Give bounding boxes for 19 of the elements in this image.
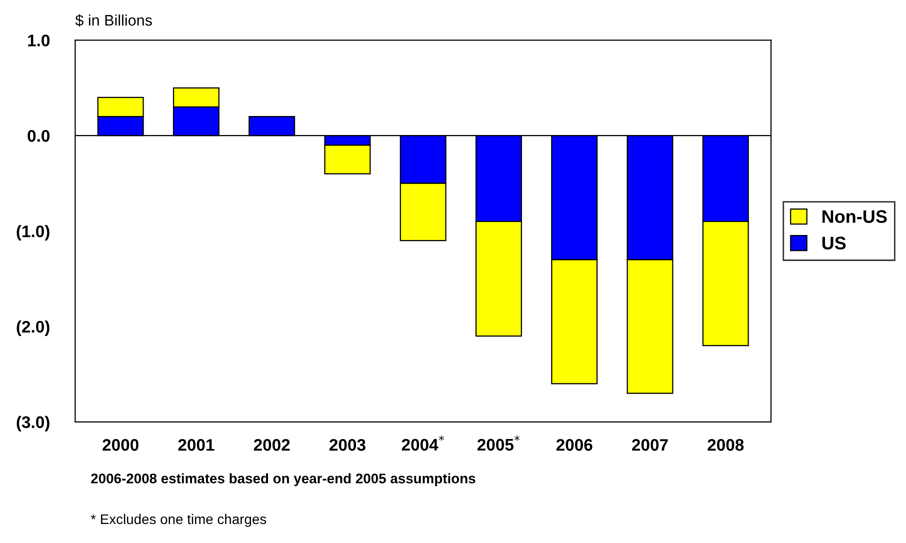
legend-label: Non-US: [822, 210, 887, 223]
y-tick-label: (1.0): [16, 225, 50, 241]
x-tick-label: 2005$^{*}$: [477, 435, 520, 451]
y-tick-label: (3.0): [16, 416, 50, 432]
text: 2006-2008 estimates based on year-end 2005 assumptions: [91, 473, 476, 486]
x-tick-label: 2003: [330, 439, 366, 451]
legend-label: US: [822, 236, 846, 250]
y-axis-title: $ in Billions: [75, 14, 152, 27]
x-tick-label: 2006: [556, 439, 592, 451]
x-tick-label: 2001: [178, 439, 214, 451]
x-tick-label: 2000: [102, 439, 138, 451]
x-tick-label: 2008: [708, 439, 744, 451]
text: * Excludes one time charges: [90, 514, 266, 527]
x-tick-label: 2002: [254, 439, 290, 451]
y-tick-label: 1.0: [28, 34, 50, 46]
y-tick-label: 0.0: [28, 130, 50, 142]
y-tick-label: (2.0): [16, 320, 50, 336]
x-tick-label: 2007: [632, 439, 668, 451]
x-tick-label: 2004$^{*}$: [402, 435, 444, 451]
